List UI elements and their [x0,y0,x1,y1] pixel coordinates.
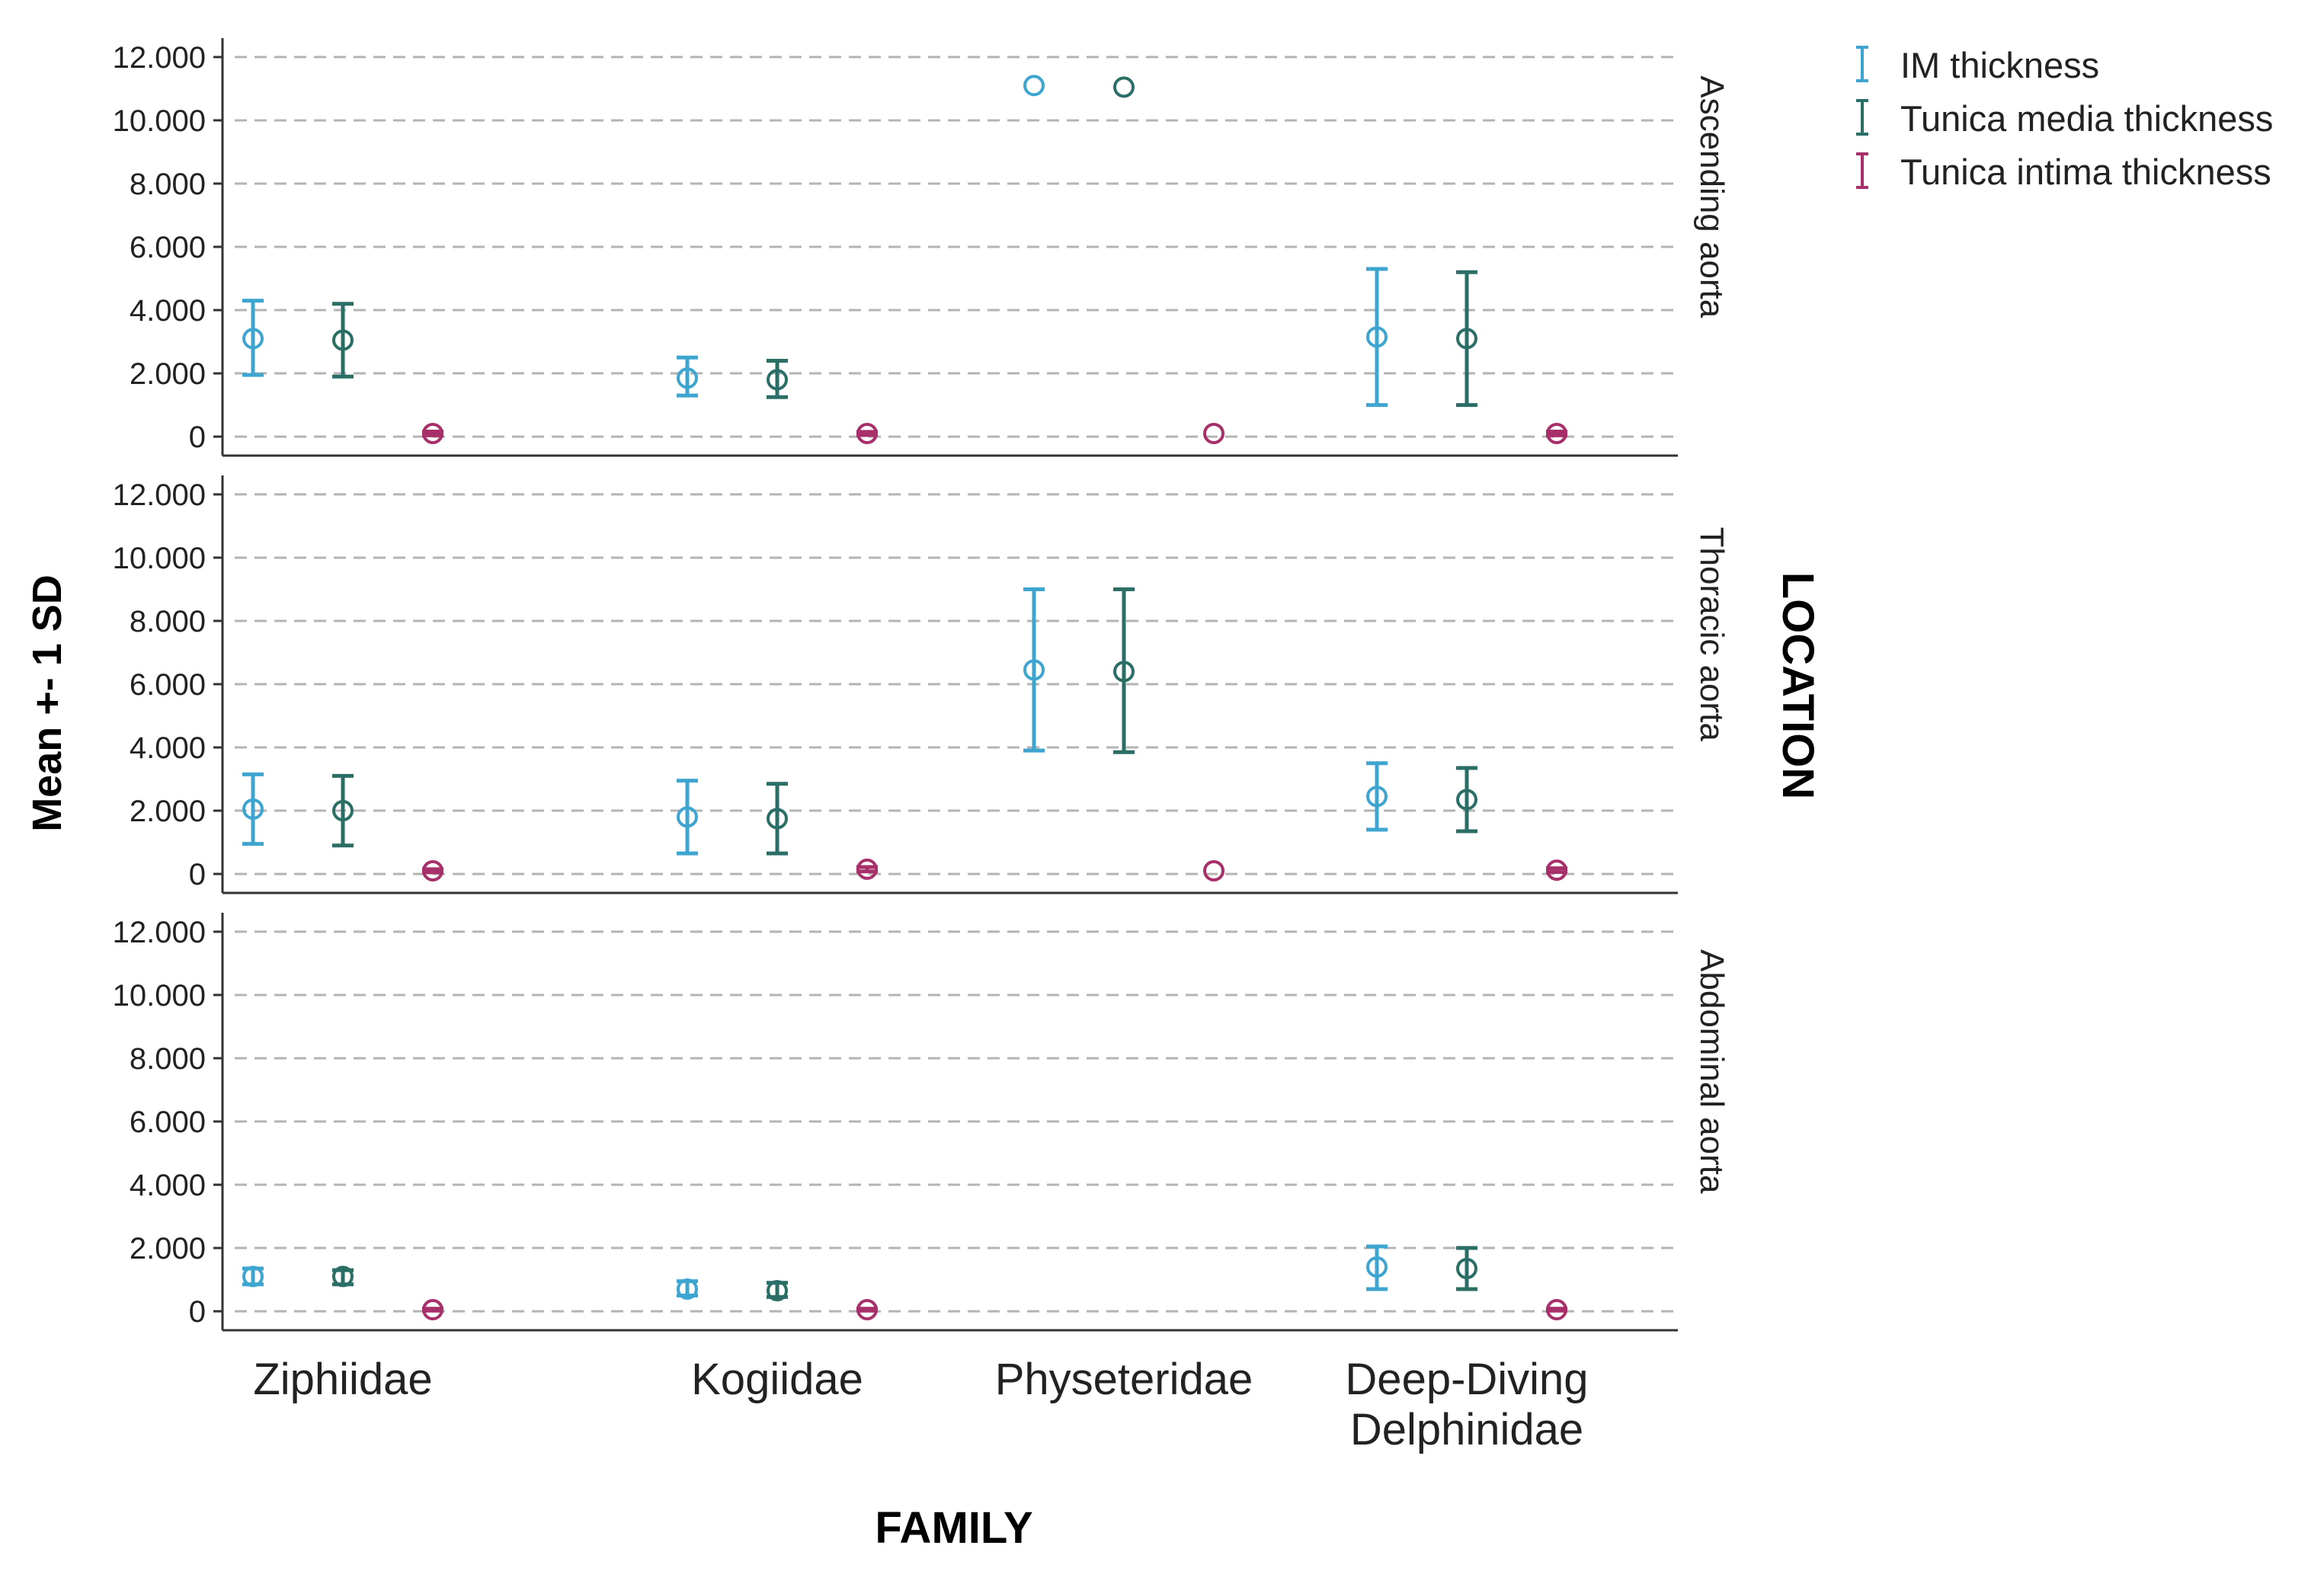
mean-point [1546,422,1567,444]
mean-point [767,369,788,391]
facet-label: Ascending aorta [1693,75,1730,318]
mean-point [1546,1299,1567,1321]
mean-point [422,859,443,881]
mean-point [422,1299,443,1321]
mean-point [856,858,878,880]
mean-point [677,806,698,828]
facet-title: LOCATION [1773,572,1823,800]
mean-point [422,422,443,444]
y-tick-label: 0 [189,421,206,454]
y-tick-label: 12.000 [113,478,206,512]
error-bar-icon [1856,99,1868,136]
y-tick-label: 0 [189,858,206,891]
mean-point [1366,786,1388,808]
marks-layer [242,75,1567,1321]
mean-point [242,328,264,350]
y-tick-label: 6.000 [130,668,206,702]
mean-point [1456,328,1477,350]
y-tick-label: 12.000 [113,41,206,75]
mean-point [767,808,788,830]
mean-point [332,800,354,822]
y-tick-label: 0 [189,1295,206,1329]
legend-label: Tunica intima thickness [1900,152,2271,192]
mean-point [856,1299,878,1321]
legend-label: Tunica media thickness [1900,98,2274,139]
y-tick-label: 8.000 [130,605,206,638]
y-tick-label: 2.000 [130,357,206,391]
error-bar-icon [1856,46,1868,82]
mean-point [1456,1258,1477,1280]
mean-point [1203,422,1224,444]
y-tick-label: 4.000 [130,1169,206,1202]
y-tick-label: 8.000 [130,1042,206,1076]
y-axis-title: Mean +- 1 SD [24,574,70,832]
y-tick-label: 4.000 [130,731,206,765]
mean-point [677,1278,698,1301]
y-tick-label: 6.000 [130,1105,206,1139]
y-tick-label: 6.000 [130,231,206,264]
x-tick-label: Deep-Diving [1345,1355,1588,1404]
y-tick-label: 4.000 [130,294,206,328]
mean-point [242,1265,264,1288]
mean-point [332,329,354,351]
mean-point [1203,859,1224,881]
facet-label: Thoracic aorta [1693,527,1730,742]
x-tick-label: Physeteridae [995,1355,1253,1404]
x-tick-label: Ziphiidae [253,1355,432,1404]
x-tick-label: Kogiidae [691,1355,863,1404]
y-tick-label: 10.000 [113,104,206,138]
y-tick-label: 10.000 [113,979,206,1013]
panels-layer: 0 2.000 4.000 6.000 8.000 10.000 12.000 Ascendi… [113,38,1730,1454]
mean-point [1456,789,1477,811]
mean-point [1366,1256,1388,1278]
y-tick-label: 2.000 [130,795,206,828]
mean-point [1546,859,1567,881]
facet-label: Abdominal aorta [1693,949,1730,1194]
mean-point [242,798,264,820]
x-axis-title: FAMILY [875,1503,1032,1553]
x-tick-label-line2: Delphinidae [1350,1405,1583,1454]
labels-layer: Mean +- 1 SD FAMILY LOCATION [24,572,1823,1553]
mean-point [856,422,878,444]
y-tick-label: 2.000 [130,1232,206,1265]
mean-point [677,367,698,389]
y-tick-label: 8.000 [130,168,206,201]
mean-point [1023,659,1045,681]
mean-point [1113,76,1135,98]
legend-label: IM thickness [1900,45,2100,85]
error-bar-icon [1856,152,1868,189]
mean-point [767,1280,788,1302]
mean-point [1366,326,1388,348]
mean-point [1023,75,1045,97]
y-tick-label: 12.000 [113,916,206,949]
mean-point [1113,661,1135,683]
y-tick-label: 10.000 [113,542,206,575]
mean-point [332,1265,354,1288]
